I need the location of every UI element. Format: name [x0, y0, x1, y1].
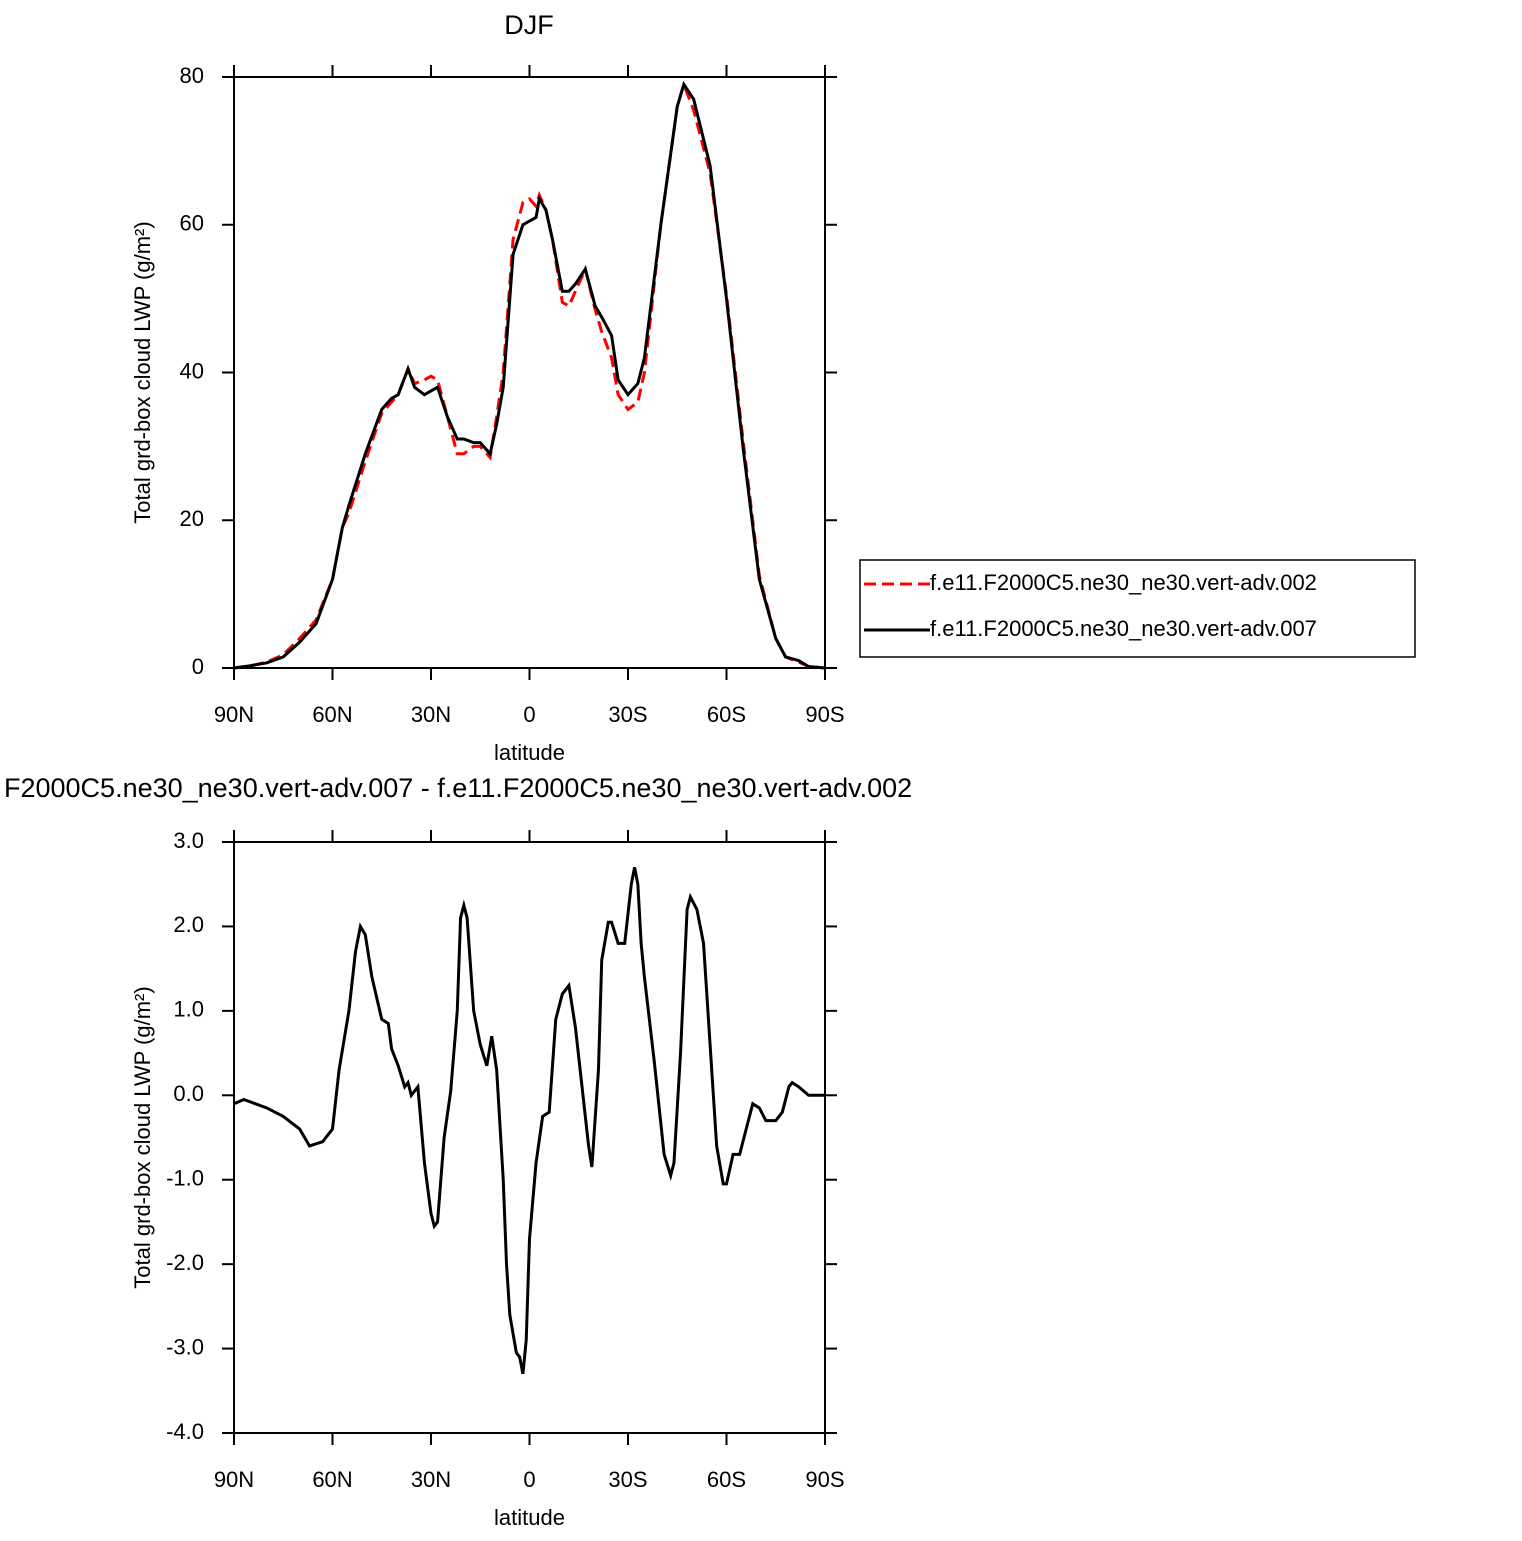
x-tick-label: 0 — [523, 1467, 535, 1492]
x-tick-label: 30S — [608, 1467, 647, 1492]
y-tick-label: -4.0 — [166, 1419, 204, 1444]
legend-label: f.e11.F2000C5.ne30_ne30.vert-adv.002 — [930, 570, 1317, 595]
series-line — [233, 79, 826, 670]
x-tick-label: 90N — [214, 1467, 254, 1492]
y-tick-label: 80 — [180, 63, 204, 88]
legend-box — [859, 559, 1416, 658]
y-tick-label: 40 — [180, 358, 204, 383]
x-axis-label: latitude — [494, 1505, 565, 1530]
y-tick-label: 1.0 — [173, 997, 204, 1022]
y-axis-label: Total grd-box cloud LWP (g/m²) — [130, 986, 155, 1288]
y-tick-label: 20 — [180, 506, 204, 531]
y-tick-label: -1.0 — [166, 1166, 204, 1191]
y-tick-label: 60 — [180, 211, 204, 236]
x-tick-label: 90S — [805, 1467, 844, 1492]
chart-title: F2000C5.ne30_ne30.vert-adv.007 - f.e11.F… — [4, 773, 912, 803]
y-tick-label: -2.0 — [166, 1250, 204, 1275]
x-tick-label: 60S — [707, 1467, 746, 1492]
x-axis-label: latitude — [494, 740, 565, 765]
x-tick-label: 60S — [707, 702, 746, 727]
series-line — [233, 867, 825, 1375]
series-line — [233, 80, 826, 670]
x-tick-label: 0 — [523, 702, 535, 727]
y-tick-label: 3.0 — [173, 828, 204, 853]
x-tick-label: 90N — [214, 702, 254, 727]
y-tick-label: 2.0 — [173, 912, 204, 937]
y-tick-label: 0.0 — [173, 1081, 204, 1106]
legend-label: f.e11.F2000C5.ne30_ne30.vert-adv.007 — [930, 616, 1317, 641]
chart-title: DJF — [504, 10, 554, 40]
y-axis-label: Total grd-box cloud LWP (g/m²) — [130, 221, 155, 523]
x-tick-label: 30N — [411, 1467, 451, 1492]
x-tick-label: 30S — [608, 702, 647, 727]
y-tick-label: 0 — [192, 654, 204, 679]
x-tick-label: 60N — [312, 702, 352, 727]
y-tick-label: -3.0 — [166, 1334, 204, 1359]
x-tick-label: 60N — [312, 1467, 352, 1492]
x-tick-label: 30N — [411, 702, 451, 727]
x-tick-label: 90S — [805, 702, 844, 727]
plot-frame — [233, 841, 826, 1434]
